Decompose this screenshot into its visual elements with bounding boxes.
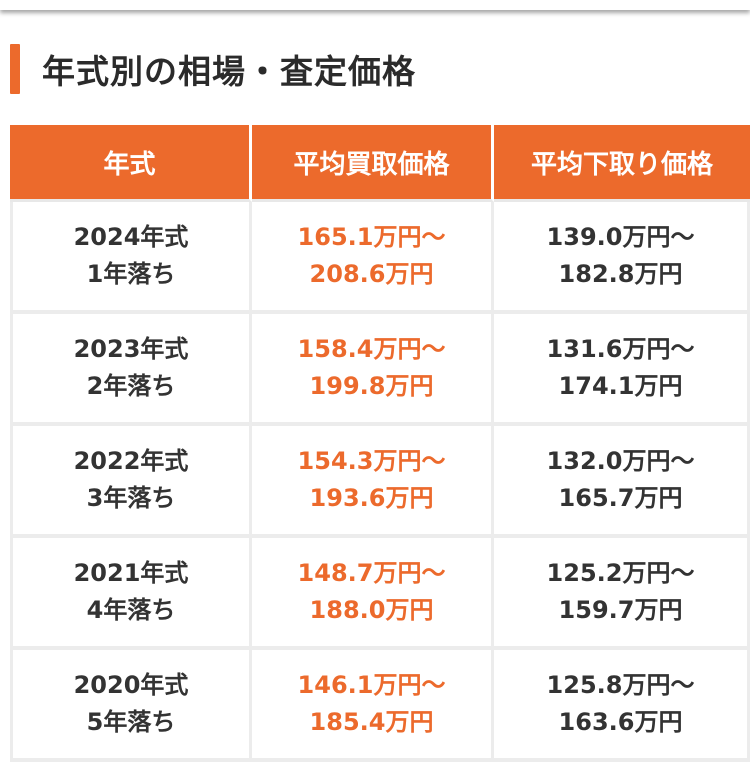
price-table: 年式 平均買取価格 平均下取り価格 2024年式 1年落ち 165.1万円〜 2… bbox=[10, 125, 750, 762]
buy-price-min: 165.1万円〜 bbox=[297, 223, 446, 251]
year-cell: 2022年式 3年落ち bbox=[10, 426, 252, 538]
model-year: 2022年式 bbox=[73, 447, 189, 475]
trade-in-price-cell: 131.6万円〜 174.1万円 bbox=[494, 314, 750, 426]
buy-price-max: 199.8万円 bbox=[309, 372, 434, 400]
trade-in-price-cell: 132.0万円〜 165.7万円 bbox=[494, 426, 750, 538]
table-row: 2020年式 5年落ち 146.1万円〜 185.4万円 125.8万円〜 16… bbox=[10, 650, 750, 762]
table-row: 2022年式 3年落ち 154.3万円〜 193.6万円 132.0万円〜 16… bbox=[10, 426, 750, 538]
buy-price-max: 193.6万円 bbox=[309, 484, 434, 512]
age-years: 3年落ち bbox=[86, 484, 176, 512]
trade-in-price-max: 182.8万円 bbox=[558, 260, 683, 288]
buy-price-max: 188.0万円 bbox=[309, 596, 434, 624]
buy-price-max: 185.4万円 bbox=[309, 708, 434, 736]
age-years: 5年落ち bbox=[86, 708, 176, 736]
model-year: 2020年式 bbox=[73, 671, 189, 699]
model-year: 2024年式 bbox=[73, 223, 189, 251]
buy-price-cell: 154.3万円〜 193.6万円 bbox=[252, 426, 495, 538]
trade-in-price-max: 163.6万円 bbox=[558, 708, 683, 736]
trade-in-price-min: 132.0万円〜 bbox=[546, 447, 695, 475]
buy-price-max: 208.6万円 bbox=[309, 260, 434, 288]
table-row: 2023年式 2年落ち 158.4万円〜 199.8万円 131.6万円〜 17… bbox=[10, 314, 750, 426]
age-years: 2年落ち bbox=[86, 372, 176, 400]
trade-in-price-cell: 139.0万円〜 182.8万円 bbox=[494, 202, 750, 314]
table-row: 2024年式 1年落ち 165.1万円〜 208.6万円 139.0万円〜 18… bbox=[10, 202, 750, 314]
heading-accent-bar bbox=[10, 44, 20, 94]
buy-price-min: 154.3万円〜 bbox=[297, 447, 446, 475]
buy-price-cell: 165.1万円〜 208.6万円 bbox=[252, 202, 495, 314]
buy-price-min: 148.7万円〜 bbox=[297, 559, 446, 587]
trade-in-price-cell: 125.8万円〜 163.6万円 bbox=[494, 650, 750, 762]
year-cell: 2023年式 2年落ち bbox=[10, 314, 252, 426]
trade-in-price-max: 174.1万円 bbox=[558, 372, 683, 400]
buy-price-min: 158.4万円〜 bbox=[297, 335, 446, 363]
trade-in-price-max: 165.7万円 bbox=[558, 484, 683, 512]
trade-in-price-max: 159.7万円 bbox=[558, 596, 683, 624]
age-years: 4年落ち bbox=[86, 596, 176, 624]
section-title: 年式別の相場・査定価格 bbox=[42, 52, 416, 91]
table-header-row: 年式 平均買取価格 平均下取り価格 bbox=[10, 125, 750, 202]
buy-price-cell: 148.7万円〜 188.0万円 bbox=[252, 538, 495, 650]
model-year: 2021年式 bbox=[73, 559, 189, 587]
year-cell: 2021年式 4年落ち bbox=[10, 538, 252, 650]
top-bar-shadow bbox=[0, 0, 750, 10]
trade-in-price-min: 139.0万円〜 bbox=[546, 223, 695, 251]
trade-in-price-min: 125.2万円〜 bbox=[546, 559, 695, 587]
header-year: 年式 bbox=[10, 125, 252, 202]
header-buy-price: 平均買取価格 bbox=[252, 125, 495, 202]
buy-price-cell: 158.4万円〜 199.8万円 bbox=[252, 314, 495, 426]
trade-in-price-min: 125.8万円〜 bbox=[546, 671, 695, 699]
year-cell: 2020年式 5年落ち bbox=[10, 650, 252, 762]
model-year: 2023年式 bbox=[73, 335, 189, 363]
table-row: 2021年式 4年落ち 148.7万円〜 188.0万円 125.2万円〜 15… bbox=[10, 538, 750, 650]
trade-in-price-min: 131.6万円〜 bbox=[546, 335, 695, 363]
buy-price-cell: 146.1万円〜 185.4万円 bbox=[252, 650, 495, 762]
header-trade-in-price: 平均下取り価格 bbox=[494, 125, 750, 202]
section-heading: 年式別の相場・査定価格 bbox=[10, 44, 416, 94]
year-cell: 2024年式 1年落ち bbox=[10, 202, 252, 314]
age-years: 1年落ち bbox=[86, 260, 176, 288]
trade-in-price-cell: 125.2万円〜 159.7万円 bbox=[494, 538, 750, 650]
buy-price-min: 146.1万円〜 bbox=[297, 671, 446, 699]
